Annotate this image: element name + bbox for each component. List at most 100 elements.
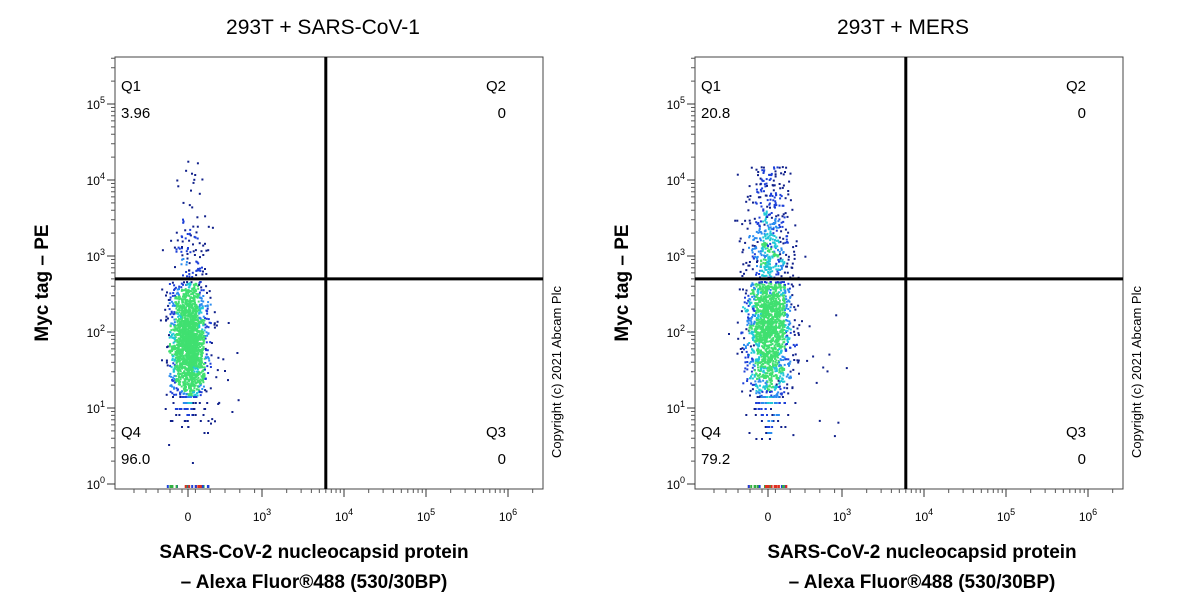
event-point	[188, 372, 191, 374]
event-point	[776, 281, 779, 284]
event-point	[757, 408, 760, 410]
event-point	[774, 332, 777, 335]
event-point	[752, 333, 755, 336]
event-point	[785, 238, 788, 241]
event-point	[187, 330, 190, 333]
event-point	[779, 370, 782, 373]
event-point	[828, 353, 831, 356]
event-point	[762, 322, 765, 325]
event-point	[748, 332, 751, 335]
event-point	[189, 234, 192, 237]
event-point	[192, 320, 195, 323]
event-point	[774, 352, 776, 355]
event-point	[190, 189, 192, 192]
event-point	[186, 283, 188, 286]
event-point	[173, 393, 176, 396]
event-point	[747, 353, 750, 356]
event-point	[774, 192, 777, 195]
event-point	[193, 325, 196, 328]
event-point	[774, 312, 777, 315]
event-point	[759, 288, 762, 290]
event-point	[173, 387, 175, 390]
event-point	[755, 247, 758, 250]
event-point	[173, 344, 176, 347]
event-point	[177, 246, 180, 249]
event-point	[773, 284, 776, 287]
event-point	[766, 316, 769, 319]
event-point	[783, 302, 786, 304]
event-point	[785, 265, 788, 268]
event-point	[189, 322, 191, 325]
event-point	[181, 353, 184, 356]
event-point	[745, 302, 748, 305]
event-point	[761, 351, 764, 354]
event-point	[199, 307, 202, 310]
event-point	[768, 315, 770, 318]
event-point	[771, 308, 774, 311]
event-point	[765, 311, 767, 314]
event-point	[764, 281, 766, 283]
event-point	[758, 326, 761, 329]
event-point	[176, 365, 179, 367]
event-point	[191, 364, 194, 367]
event-point	[773, 250, 776, 253]
event-point	[764, 334, 767, 336]
event-point	[774, 288, 777, 291]
event-point	[736, 321, 739, 324]
event-point	[192, 311, 194, 314]
event-point	[181, 349, 184, 351]
event-point	[793, 330, 796, 333]
event-point	[168, 345, 171, 348]
event-point	[176, 179, 179, 182]
event-point	[765, 221, 768, 224]
event-point	[767, 330, 770, 333]
event-point	[765, 308, 768, 311]
event-point	[781, 225, 784, 228]
event-point	[787, 308, 790, 310]
event-point	[779, 187, 782, 190]
event-point	[754, 334, 757, 337]
event-point	[779, 193, 782, 196]
event-point	[200, 311, 203, 314]
event-point	[770, 408, 772, 410]
event-point	[756, 363, 759, 366]
event-point	[192, 296, 195, 299]
event-point	[761, 281, 764, 284]
event-point	[778, 305, 781, 308]
event-point	[768, 349, 771, 352]
event-point	[773, 305, 776, 308]
event-point	[777, 351, 780, 354]
event-point	[180, 341, 183, 344]
event-point	[184, 382, 187, 385]
event-point	[179, 331, 182, 334]
event-point	[198, 303, 201, 306]
event-point	[187, 426, 190, 428]
event-point	[169, 364, 172, 367]
event-point	[762, 309, 765, 312]
event-point	[759, 220, 762, 223]
event-point	[193, 341, 196, 344]
event-point	[198, 389, 200, 392]
event-point	[188, 387, 191, 390]
event-point	[180, 357, 183, 360]
event-point	[758, 224, 761, 227]
event-point	[754, 408, 757, 410]
event-point	[766, 199, 769, 202]
event-point	[772, 179, 775, 182]
event-point	[775, 299, 778, 302]
event-point	[747, 322, 750, 325]
event-point	[762, 311, 765, 314]
event-point	[179, 391, 182, 394]
event-point	[179, 378, 182, 381]
event-point	[175, 354, 178, 356]
chart-title: 293T + SARS-CoV-1	[226, 16, 420, 39]
event-point	[196, 296, 199, 299]
event-point	[756, 325, 759, 328]
event-point	[200, 330, 203, 333]
event-point	[775, 226, 778, 229]
event-point	[751, 282, 754, 285]
event-point	[176, 343, 179, 346]
event-point	[174, 297, 177, 300]
event-point	[193, 303, 196, 305]
event-point	[770, 233, 773, 236]
